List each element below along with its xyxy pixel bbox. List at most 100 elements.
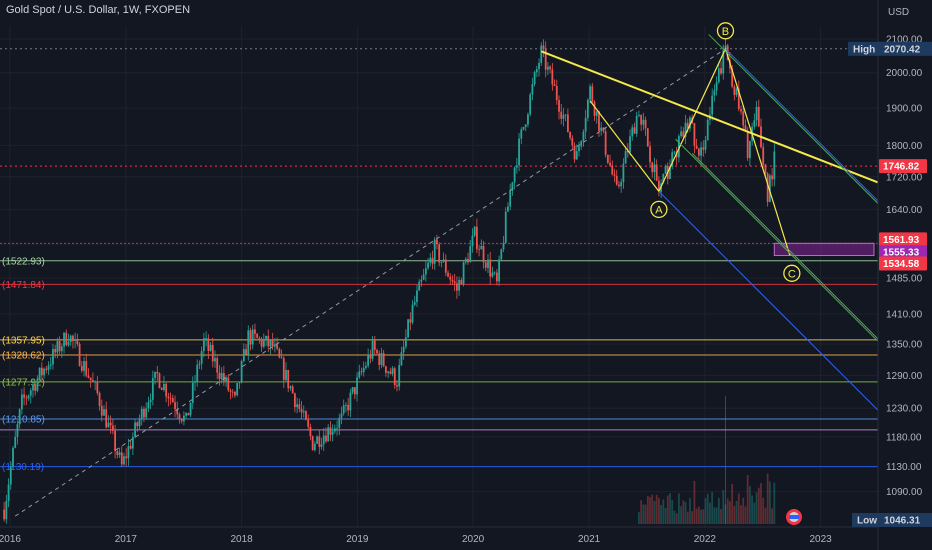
y-tick-label: 1230.00 [886,404,923,415]
candle-body [618,184,620,187]
y-tick-label: 1180.00 [886,432,922,443]
volume-bar [702,509,705,524]
candle-body [373,340,376,350]
volume-bar [695,508,698,524]
economic-event-icon[interactable] [786,509,802,525]
y-tick-label: 1130.00 [886,462,922,473]
candle-body [209,344,212,352]
candle-body [591,86,594,102]
volume-bar [735,500,738,524]
candle-body [109,422,112,426]
candle-body [768,175,771,202]
candle-body [646,128,649,147]
candle-body [404,337,407,347]
zone-mid-tag-text: 1555.33 [883,248,920,259]
candle-body [598,111,600,131]
candle-body [116,451,119,455]
volume-bar [722,490,725,524]
level-label: (1210.85) [2,415,45,426]
volume-bar [762,497,765,524]
candle-body [300,408,303,413]
candle-body [584,117,587,132]
zone-mid-tag-bg [879,245,927,260]
candle-body [207,338,210,352]
candle-body [484,262,487,268]
volume-bar [660,505,663,524]
candle-body [700,147,702,156]
volume-bar [646,495,649,524]
y-tick-label: 1290.00 [886,371,923,382]
candle-body [744,125,747,132]
candle-body [755,106,758,121]
candle-body [194,381,196,383]
candle-body [269,339,272,347]
candle-body [16,424,19,437]
candle-body [189,402,192,416]
candle-body [58,341,61,352]
candle-body [20,394,23,410]
candle-body [764,164,767,174]
chart-title: Gold Spot / U.S. Dollar, 1W, FXOPEN [6,4,191,16]
candle-body [169,398,172,399]
candle-body [613,174,616,176]
volume-bar [693,480,696,524]
candle-body [356,377,358,395]
candle-body [236,383,239,396]
candle-body [509,190,512,207]
candle-body [56,341,59,353]
candle-body [429,257,432,263]
candle-body [553,84,556,87]
volume-bar [768,481,771,524]
candle-body [631,127,634,137]
candle-body [711,95,714,115]
candle-body [174,402,176,410]
candle-body [140,408,143,420]
candle-body [771,175,773,180]
candle-body [247,330,250,355]
volume-bar [642,504,645,524]
candle-body [196,364,199,382]
candle-body [702,147,705,150]
volume-bar [649,497,651,524]
candle-body [682,131,685,137]
volume-bar [740,505,742,524]
candle-body [533,72,536,85]
candle-body [302,411,305,413]
candle-body [40,367,43,376]
level-label: (1328.62) [2,350,45,361]
candle-body [238,381,241,384]
candle-body [254,329,256,334]
channel-upper [725,48,879,202]
candle-body [717,68,720,83]
candle-body [589,86,591,100]
candle-body [282,358,285,381]
candle-body [677,136,680,158]
candle-body [651,162,654,173]
candle-body [380,353,383,365]
candle-body [100,405,103,416]
volume-bar [746,475,749,524]
candle-body [606,154,609,163]
candle-body [669,166,671,179]
low-tag: Low 1046.31 [852,513,932,527]
candle-body [7,484,10,501]
abc-wave [589,47,791,256]
zone-top-tag-text: 1561.93 [883,235,920,246]
low-tag-label: Low [857,516,877,527]
candle-body [143,408,145,418]
zone-bottom-tag-text: 1534.58 [883,259,920,270]
candle-body [387,371,390,373]
candle-body [198,363,201,365]
candle-body [107,422,110,428]
candle-body [145,408,148,418]
volume-bar [686,511,689,524]
candle-body [118,452,121,455]
candle-body [507,206,509,212]
candle-body [360,371,363,373]
candle-body [52,349,54,365]
candle-body [316,436,318,444]
level-label: (1471.84) [2,280,45,291]
